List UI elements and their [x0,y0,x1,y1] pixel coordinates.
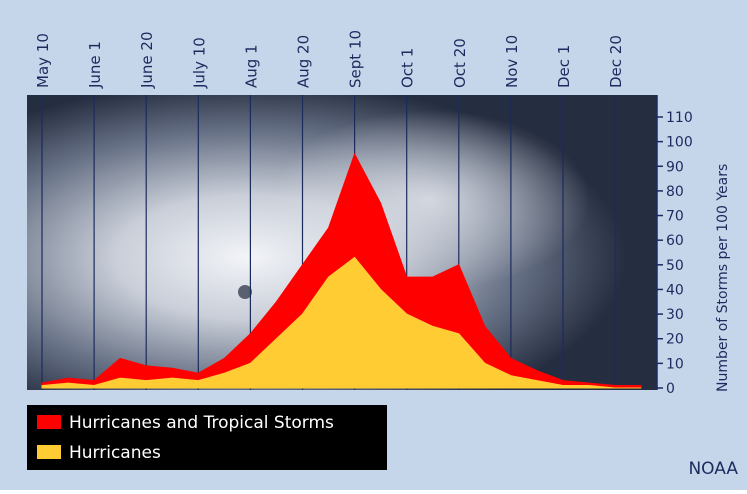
x-tick-label: Sept 10 [347,30,365,88]
x-tick-label: Oct 20 [451,38,469,88]
legend-swatch [37,445,61,459]
x-tick-label: Dec 20 [607,35,625,88]
y-tick-label: 60 [666,233,684,249]
legend-label: Hurricanes [69,443,161,463]
x-tick-label: June 1 [86,41,104,89]
legend-label: Hurricanes and Tropical Storms [69,413,334,433]
y-axis-label: Number of Storms per 100 Years [715,164,731,392]
y-tick-label: 80 [666,184,684,200]
y-tick-label: 110 [666,110,693,126]
hurricane-eye [238,285,252,299]
x-tick-label: July 10 [190,37,208,89]
x-tick-label: May 10 [34,33,52,88]
x-tick-label: Dec 1 [555,45,573,88]
y-tick-label: 20 [666,332,684,348]
y-tick-label: 40 [666,282,684,298]
y-tick-label: 90 [666,159,684,175]
area [41,256,642,389]
x-tick-label: Aug 1 [242,44,260,88]
x-tick-label: Oct 1 [399,48,417,88]
legend-swatch [37,415,61,429]
legend [27,405,387,470]
y-tick-label: 0 [666,381,675,397]
y-tick-label: 30 [666,307,684,323]
y-tick-label: 10 [666,356,684,372]
y-tick-label: 100 [666,135,693,151]
x-tick-label: Nov 10 [503,35,521,88]
y-tick-label: 70 [666,209,684,225]
x-tick-label: June 20 [138,31,156,89]
y-tick-label: 50 [666,258,684,274]
credit: NOAA [688,459,738,479]
x-tick-label: Aug 20 [295,35,313,88]
